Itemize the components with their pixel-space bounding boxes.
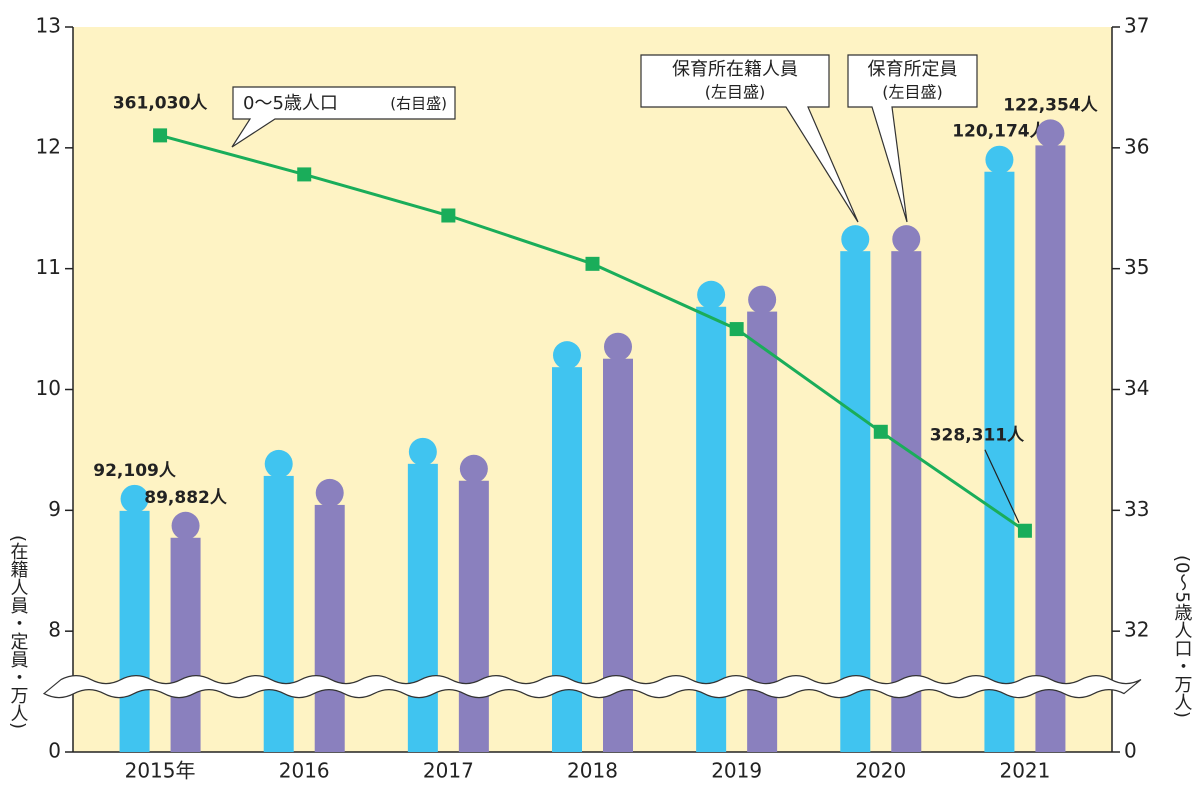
x-tick-label: 2015年: [125, 759, 196, 783]
bar-body: [120, 511, 150, 752]
value-label: 120,174人: [952, 122, 1047, 142]
bar-cap: [172, 512, 200, 540]
x-tick-label: 2020: [855, 759, 906, 783]
bar: [891, 225, 921, 752]
value-label: 89,882人: [144, 488, 228, 508]
bar-cap: [841, 225, 869, 253]
value-label: 328,311人: [930, 426, 1025, 446]
y-tick-label: 12: [36, 134, 61, 158]
bar: [408, 438, 438, 752]
bar-cap: [316, 479, 344, 507]
line-marker: [730, 322, 744, 336]
page: {"chart_data": {"type": "bar-line", "cat…: [0, 0, 1197, 784]
line-marker: [586, 257, 600, 271]
bar: [315, 479, 345, 752]
callout-name: 保育所定員: [868, 59, 958, 80]
x-tick-label: 2021: [999, 759, 1050, 783]
y-tick-label: 9: [48, 497, 61, 521]
y2-axis-title: (0〜5歳人口・万人): [1172, 555, 1193, 718]
bar: [984, 146, 1014, 752]
line-marker: [153, 128, 167, 142]
bar-cap: [985, 146, 1013, 174]
callout-name: 保育所在籍人員: [672, 59, 798, 80]
y2-tick-label: 36: [1124, 134, 1149, 158]
value-label: 361,030人: [113, 93, 208, 113]
bar-cap: [697, 281, 725, 309]
bar-body: [315, 505, 345, 752]
y2-tick-label: 37: [1124, 14, 1149, 38]
bar-cap: [409, 438, 437, 466]
y2-tick-label: 34: [1124, 376, 1149, 400]
y2-tick-label: 32: [1124, 618, 1149, 642]
y-tick-label: 10: [36, 376, 61, 400]
y-tick-label: 11: [36, 255, 61, 279]
bar: [120, 485, 150, 752]
callout-name: 0〜5歳人口: [243, 93, 338, 114]
y2-tick-label: 35: [1124, 255, 1149, 279]
x-tick-label: 2016: [279, 759, 330, 783]
bar-cap: [604, 333, 632, 361]
bar: [1035, 119, 1065, 752]
y-axis-title: (在籍人員・定員・万人): [8, 535, 29, 729]
value-label: 92,109人: [93, 461, 177, 481]
chart: 0 8 9 10 11 12 13 0 32 33 34 35 36 37 2015年 2016 2017 201…: [0, 0, 1197, 784]
y-tick-label: 0: [48, 739, 61, 763]
line-marker: [1018, 524, 1032, 538]
bar-cap: [892, 225, 920, 253]
y2-tick-label: 33: [1124, 497, 1149, 521]
y2-tick-label: 0: [1124, 739, 1137, 763]
bar-cap: [1036, 119, 1064, 147]
line-marker: [297, 167, 311, 181]
value-label: 122,354人: [1003, 95, 1098, 115]
callout-note: (右目盛): [390, 95, 447, 113]
bar: [171, 512, 201, 752]
callout-note: (左目盛): [882, 83, 943, 102]
x-tick-label: 2017: [423, 759, 474, 783]
bar-body: [171, 538, 201, 752]
bar-cap: [265, 450, 293, 478]
bar-body: [1035, 145, 1065, 752]
x-tick-label: 2019: [711, 759, 762, 783]
bar-body: [552, 367, 582, 752]
bar: [840, 225, 870, 752]
bar-body: [459, 481, 489, 752]
y-tick-label: 13: [36, 14, 61, 38]
bar-cap: [553, 341, 581, 369]
line-marker: [441, 209, 455, 223]
x-tick-label: 2018: [567, 759, 618, 783]
bar-body: [264, 476, 294, 752]
bar-cap: [748, 286, 776, 314]
line-marker: [874, 425, 888, 439]
bar-cap: [460, 455, 488, 483]
bar: [264, 450, 294, 752]
bar-body: [984, 172, 1014, 752]
callout-note: (左目盛): [705, 83, 766, 102]
bar-body: [408, 464, 438, 752]
bar: [459, 455, 489, 752]
y-tick-label: 8: [48, 618, 61, 642]
